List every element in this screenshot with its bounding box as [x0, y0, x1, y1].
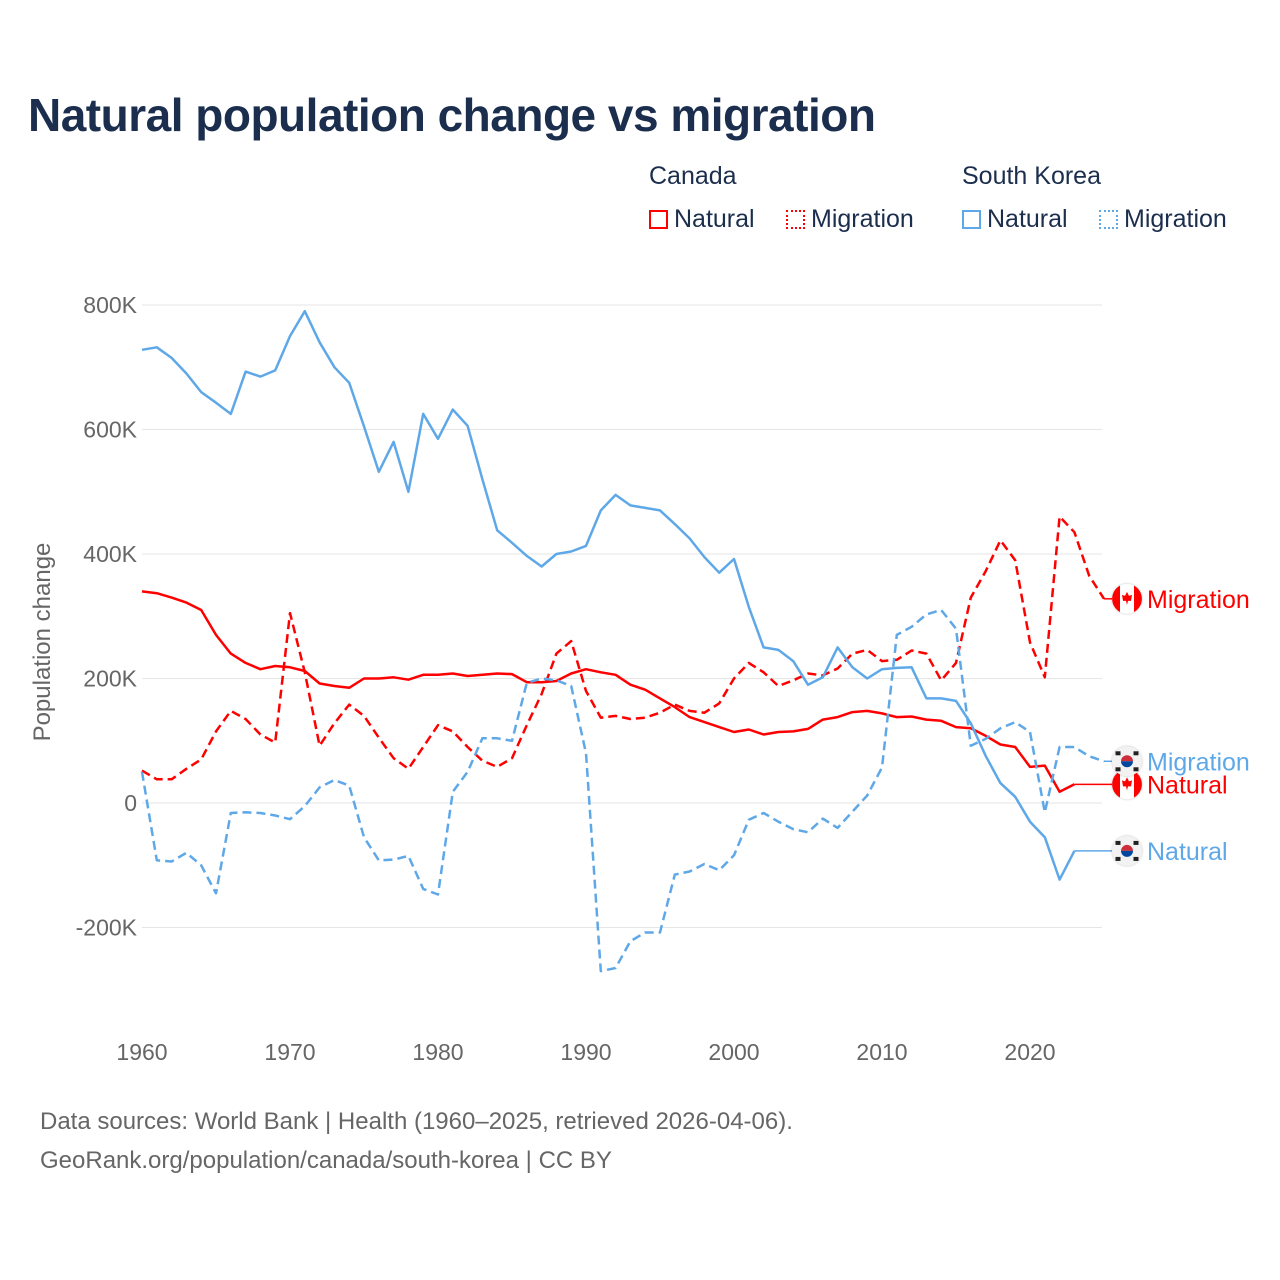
footer-sources: Data sources: World Bank | Health (1960–…: [40, 1108, 793, 1135]
legend-canada-natural[interactable]: Natural: [649, 205, 755, 234]
y-tick-label: -200K: [76, 915, 138, 941]
canada-natural-line: [141, 590, 1075, 794]
y-tick-label: 800K: [83, 292, 137, 318]
solid-swatch-icon: [962, 210, 981, 229]
x-tick-label: 1980: [412, 1039, 463, 1065]
dotted-swatch-icon: [786, 210, 805, 229]
canada-migration-line: [141, 515, 1106, 781]
legend-canada-migration[interactable]: Migration: [786, 205, 914, 234]
y-tick-label: 200K: [83, 666, 137, 692]
y-axis-label: Population change: [29, 543, 56, 742]
dotted-swatch-icon: [1099, 210, 1118, 229]
legend-label: Natural: [987, 205, 1068, 233]
south-korea-natural-line: [141, 309, 1076, 881]
canada-migration-end-label: Migration: [1147, 586, 1250, 614]
south-korea-flag-icon: [1112, 746, 1142, 777]
y-tick-label: 0: [124, 790, 137, 816]
chart-title: Natural population change vs migration: [28, 89, 876, 141]
legend-korea-natural[interactable]: Natural: [962, 205, 1068, 234]
y-tick-label: 600K: [83, 417, 137, 443]
legend-label: Migration: [1124, 205, 1227, 233]
canada-flag-icon: [1112, 769, 1142, 800]
canada-natural-end-label: Natural: [1147, 771, 1228, 799]
canada-flag-icon: [1112, 583, 1142, 614]
south-korea-migration-line: [140, 608, 1105, 973]
x-tick-label: 1990: [560, 1039, 611, 1065]
footer-attribution[interactable]: GeoRank.org/population/canada/south-kore…: [40, 1147, 612, 1174]
south-korea-migration-end-label: Migration: [1147, 748, 1250, 776]
south-korea-natural-end-label: Natural: [1147, 838, 1228, 866]
x-tick-label: 2000: [708, 1039, 759, 1065]
x-tick-label: 1960: [116, 1039, 167, 1065]
south-korea-flag-icon: [1112, 835, 1142, 866]
y-tick-label: 400K: [83, 541, 137, 567]
x-tick-label: 2020: [1004, 1039, 1055, 1065]
legend-group-south-korea: South Korea: [962, 162, 1101, 190]
legend-label: Migration: [811, 205, 914, 233]
legend-korea-migration[interactable]: Migration: [1099, 205, 1227, 234]
solid-swatch-icon: [649, 210, 668, 229]
legend-group-canada: Canada: [649, 162, 737, 190]
legend-label: Natural: [674, 205, 755, 233]
x-tick-label: 1970: [264, 1039, 315, 1065]
x-tick-label: 2010: [856, 1039, 907, 1065]
